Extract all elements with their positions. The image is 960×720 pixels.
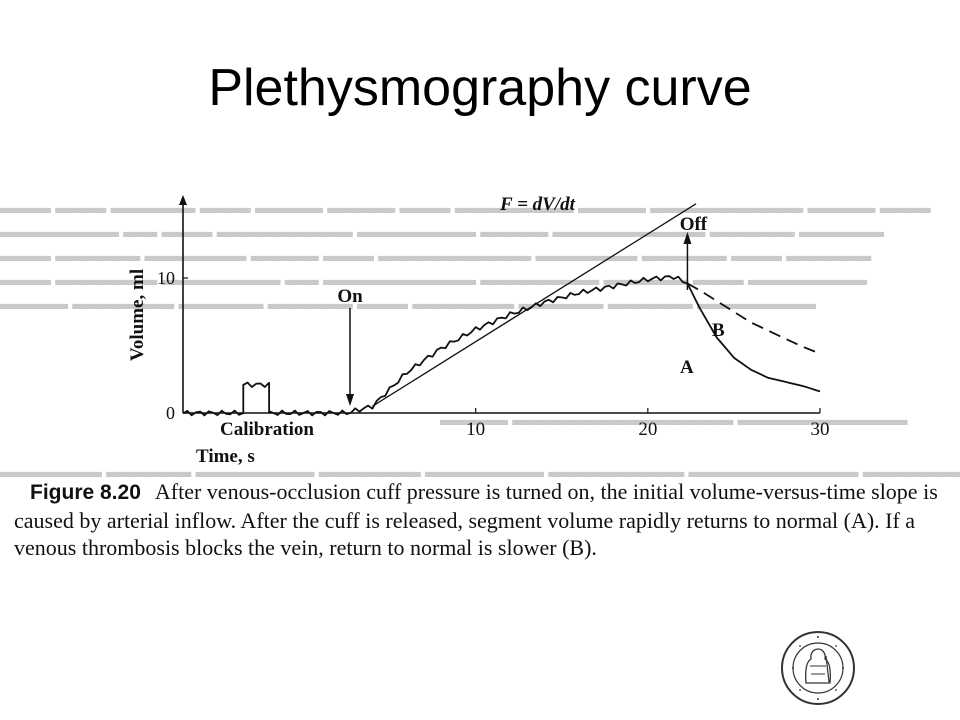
curve-b-label: B bbox=[712, 320, 725, 341]
slide-title: Plethysmography curve bbox=[208, 59, 752, 117]
slope-line bbox=[372, 203, 697, 407]
chart-labels: 10 20 30 0 10 Time, s Volume, ml Calibration On O… bbox=[127, 194, 830, 467]
university-seal-logo bbox=[781, 631, 855, 705]
series-line-a bbox=[182, 275, 821, 417]
curve-a-label: A bbox=[680, 357, 694, 378]
x-tick-label: 30 bbox=[811, 419, 830, 440]
chart-series bbox=[182, 203, 821, 417]
on-label: On bbox=[337, 286, 363, 307]
x-tick-label: 20 bbox=[638, 419, 657, 440]
on-arrow-head bbox=[345, 394, 354, 406]
plethysmography-plot: 10 20 30 0 10 Time, s Volume, ml Calibration On O… bbox=[127, 194, 830, 467]
chart-axes bbox=[179, 195, 821, 414]
bleed-through-text: ▬▬▬▬ ▬▬▬▬▬▬▬▬▬▬▬▬▬ ▬▬▬▬▬▬▬▬▬▬ bbox=[440, 410, 908, 429]
series-line-b bbox=[686, 282, 821, 355]
bleed-through-text: ▬▬▬▬▬▬ ▬▬▬▬▬ ▬▬▬▬▬▬▬ ▬▬▬▬▬▬ ▬▬▬▬▬▬▬ ▬▬▬▬… bbox=[0, 462, 960, 481]
calibration-label: Calibration bbox=[220, 419, 314, 440]
figure-caption: Figure 8.20 After venous-occlusion cuff p… bbox=[14, 478, 949, 562]
y-axis-label: Volume, ml bbox=[127, 269, 148, 361]
figure-caption-text: After venous-occlusion cuff pressure is … bbox=[14, 479, 938, 560]
bleed-through-text: ▬▬▬ ▬▬▬ ▬▬▬▬▬ ▬▬▬ ▬▬▬▬ ▬▬▬▬ ▬▬▬ ▬▬▬▬▬▬▬ … bbox=[0, 198, 931, 313]
off-arrow-head bbox=[683, 232, 692, 244]
y-tick-label: 0 bbox=[166, 403, 175, 423]
x-axis-label: Time, s bbox=[196, 446, 255, 467]
x-tick-label: 10 bbox=[466, 419, 485, 440]
figure-label: Figure 8.20 bbox=[30, 481, 141, 504]
figure-scan: ▬▬▬ ▬▬▬ ▬▬▬▬▬ ▬▬▬ ▬▬▬▬ ▬▬▬▬ ▬▬▬ ▬▬▬▬▬▬▬ … bbox=[0, 172, 960, 610]
y-axis-arrow bbox=[179, 195, 187, 205]
y-tick-label: 10 bbox=[157, 268, 175, 288]
slope-label: F = dV/dt bbox=[499, 194, 576, 215]
off-label: Off bbox=[680, 214, 708, 235]
